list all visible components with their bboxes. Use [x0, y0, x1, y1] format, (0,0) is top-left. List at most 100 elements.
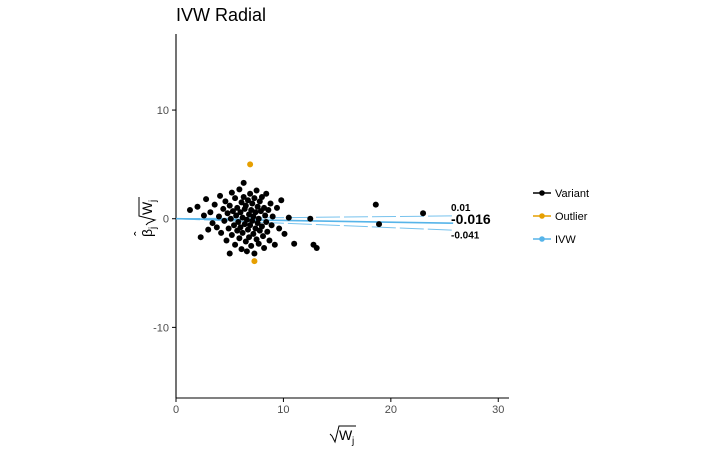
x-axis-label: W j: [329, 425, 356, 447]
variant-point: [285, 214, 292, 221]
variant-point: [244, 197, 251, 204]
x-tick-label: 20: [385, 404, 397, 416]
ivw-ci-line: [175, 215, 454, 220]
variant-point: [307, 215, 314, 222]
variant-point: [247, 190, 254, 197]
variant-point: [263, 190, 270, 197]
x-ticks: 0 10 20 30: [173, 398, 504, 416]
variant-point: [267, 200, 274, 207]
variant-point: [376, 221, 383, 228]
variant-point: [218, 229, 225, 236]
y-axis-label-w: W: [139, 201, 155, 215]
variant-point: [242, 202, 249, 209]
variant-point: [237, 209, 244, 216]
outlier-point: [247, 161, 254, 168]
variant-point: [253, 187, 260, 194]
variant-point: [209, 220, 216, 227]
variant-point: [236, 186, 243, 193]
variant-point: [246, 234, 253, 241]
variant-point: [276, 225, 283, 232]
variant-point: [238, 199, 245, 206]
variant-point: [236, 235, 243, 242]
variant-point: [254, 203, 261, 210]
variant-point: [278, 197, 285, 204]
variant-point: [197, 234, 204, 241]
variant-point: [235, 218, 242, 225]
variant-point: [263, 218, 270, 225]
chart-title: IVW Radial: [176, 5, 266, 25]
x-axis-label-sub-j: j: [351, 436, 354, 447]
variant-point: [221, 217, 228, 224]
variant-point: [227, 215, 234, 222]
y-tick-label: -10: [153, 322, 169, 334]
y-axis-label-beta: β: [139, 229, 155, 237]
variant-point: [242, 238, 249, 245]
plot-area: -10 0 10 0 10 20 30 0.01-0.016 -0.041: [153, 34, 509, 416]
y-tick-label: 10: [157, 105, 169, 117]
outlier-point: [251, 258, 258, 265]
legend: Variant Outlier IVW: [533, 188, 589, 246]
variant-point: [250, 230, 257, 237]
legend-label: Variant: [555, 188, 589, 200]
y-axis-label-sub-j: j: [148, 227, 159, 230]
variant-point: [203, 196, 210, 203]
variant-point: [223, 237, 230, 244]
variant-point: [251, 195, 258, 202]
variant-point: [273, 204, 280, 211]
x-tick-label: 30: [492, 404, 504, 416]
variant-point: [268, 222, 275, 229]
variant-point: [228, 189, 235, 196]
x-tick-label: 10: [277, 404, 289, 416]
variant-point: [232, 241, 239, 248]
legend-label: Outlier: [555, 211, 588, 223]
variant-point: [420, 210, 427, 217]
variant-point: [265, 207, 272, 214]
variant-point: [220, 205, 227, 212]
variant-point: [264, 228, 271, 235]
variant-point: [258, 223, 265, 230]
variant-point: [233, 212, 240, 219]
variant-point: [372, 201, 379, 208]
variant-point: [217, 192, 224, 199]
variant-point: [200, 212, 207, 219]
legend-label: IVW: [555, 234, 576, 246]
variant-point: [255, 240, 262, 247]
annotations: 0.01-0.016 -0.041: [451, 203, 491, 241]
variant-point: [215, 213, 222, 220]
y-tick-label: 0: [163, 214, 169, 226]
variant-point: [211, 201, 218, 208]
legend-key-point: [539, 190, 545, 196]
variant-point: [239, 229, 246, 236]
variant-point: [255, 215, 262, 222]
ivw-annotation: 0.01: [451, 203, 471, 214]
variant-point: [207, 209, 214, 216]
variant-point: [240, 179, 247, 186]
variant-point: [271, 241, 278, 248]
variant-point: [229, 208, 236, 215]
variant-point: [261, 245, 268, 252]
variant-point: [249, 200, 256, 207]
x-axis-label-sqrt-sign: [329, 425, 356, 444]
variant-point: [243, 248, 250, 255]
variant-point: [222, 198, 229, 205]
points: [186, 161, 427, 265]
legend-key-point: [539, 236, 545, 242]
variant-point: [266, 237, 273, 244]
variant-point: [226, 202, 233, 209]
variant-point: [213, 224, 220, 231]
variant-point: [252, 209, 259, 216]
ivw-annotation: -0.016: [451, 211, 491, 227]
variant-point: [240, 193, 247, 200]
variant-point: [258, 193, 265, 200]
ivw-estimate-line: [175, 217, 454, 225]
y-ticks: -10 0 10: [153, 105, 176, 334]
x-axis-label-w: W: [339, 427, 353, 443]
x-tick-label: 0: [173, 404, 179, 416]
y-axis-label-sqrt-sign: [138, 197, 157, 226]
variant-point: [226, 250, 233, 257]
variant-point: [260, 233, 267, 240]
variant-point: [224, 210, 231, 217]
variant-point: [234, 204, 241, 211]
variant-point: [313, 245, 320, 252]
